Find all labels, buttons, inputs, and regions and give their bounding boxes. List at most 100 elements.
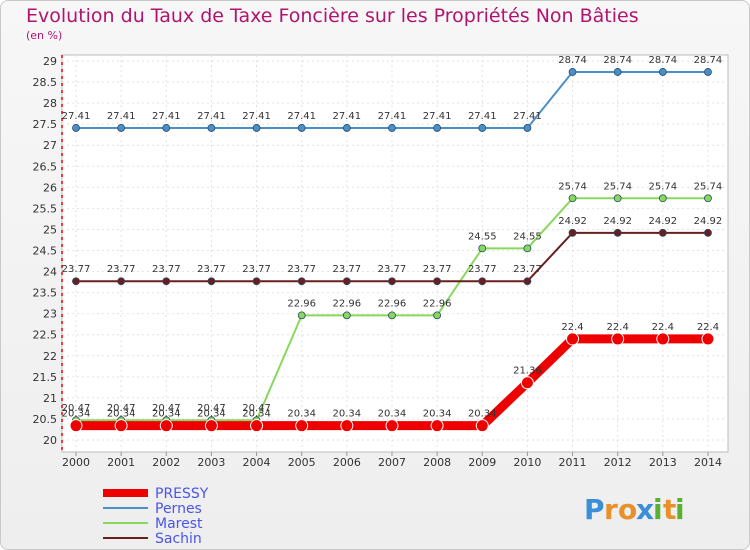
data-label-sachin: 23.77 [242, 264, 271, 275]
chart-title: Evolution du Taux de Taxe Foncière sur l… [26, 5, 639, 27]
data-label-sachin: 23.77 [423, 264, 452, 275]
data-label-pernes: 27.41 [287, 111, 316, 122]
y-tick-label: 27.5 [33, 118, 58, 131]
data-label-pressy: 22.4 [652, 322, 674, 333]
data-label-sachin: 23.77 [333, 264, 362, 275]
data-label-sachin: 23.77 [287, 264, 316, 275]
logo-letter: x [636, 493, 654, 526]
data-point-sachin [162, 277, 171, 286]
x-tick-label: 2013 [649, 456, 677, 469]
data-point-sachin [297, 277, 306, 286]
x-tick-label: 2010 [513, 456, 541, 469]
data-label-pressy: 20.34 [333, 409, 362, 420]
data-label-pernes: 27.41 [378, 111, 407, 122]
data-point-pernes [568, 68, 577, 76]
data-label-pressy: 20.34 [287, 409, 316, 420]
data-point-pernes [162, 124, 171, 132]
x-tick-label: 2004 [243, 456, 271, 469]
logo-letter: r [604, 493, 618, 526]
data-label-pressy: 20.34 [423, 409, 452, 420]
y-tick-label: 27 [43, 139, 57, 152]
logo-letter: i [675, 493, 685, 526]
data-label-pernes: 28.74 [558, 55, 587, 66]
logo-letter: P [584, 493, 605, 526]
data-label-marest: 20.47 [197, 403, 226, 414]
data-point-marest [342, 311, 351, 320]
data-label-pernes: 27.41 [197, 111, 226, 122]
data-point-pressy [701, 332, 715, 346]
data-point-sachin [478, 277, 487, 286]
data-point-pernes [117, 124, 126, 132]
data-label-sachin: 24.92 [558, 216, 587, 227]
data-label-pressy: 20.34 [242, 409, 271, 420]
data-point-pressy [250, 419, 264, 433]
data-label-pressy: 20.34 [197, 409, 226, 420]
x-tick-label: 2003 [197, 456, 225, 469]
data-point-pressy [204, 419, 218, 433]
x-tick-label: 2001 [107, 456, 135, 469]
y-tick-label: 29 [43, 55, 57, 68]
data-point-marest [568, 194, 577, 203]
data-label-pressy: 22.4 [607, 322, 629, 333]
y-tick-label: 22 [43, 350, 57, 363]
data-label-pernes: 27.41 [468, 111, 497, 122]
legend-label-pressy: PRESSY [155, 486, 209, 502]
data-label-sachin: 23.77 [62, 264, 91, 275]
data-label-marest: 22.96 [333, 298, 362, 309]
data-label-pressy: 20.34 [62, 409, 91, 420]
data-label-marest: 20.47 [242, 403, 271, 414]
legend-label-sachin: Sachin [155, 531, 202, 547]
data-label-marest: 25.74 [648, 181, 677, 192]
y-tick-label: 20.5 [33, 413, 58, 426]
x-tick-label: 2005 [288, 456, 316, 469]
data-point-pressy [69, 419, 83, 433]
data-point-pernes [523, 124, 532, 132]
data-label-marest: 22.96 [287, 298, 316, 309]
logo-letter: t [663, 493, 676, 526]
data-label-pressy: 20.34 [468, 409, 497, 420]
data-point-pressy [114, 419, 128, 433]
logo-letter: i [653, 493, 663, 526]
data-point-sachin [117, 277, 126, 286]
data-point-pernes [297, 124, 306, 132]
data-label-sachin: 23.77 [152, 264, 181, 275]
data-label-pernes: 27.41 [62, 111, 91, 122]
data-point-marest [478, 244, 487, 253]
data-label-marest: 20.47 [152, 403, 181, 414]
data-point-sachin [433, 277, 442, 286]
y-tick-label: 20 [43, 434, 57, 447]
data-label-sachin: 24.92 [694, 216, 723, 227]
x-tick-label: 2014 [694, 456, 722, 469]
data-point-pernes [704, 68, 712, 76]
legend-label-marest: Marest [155, 516, 203, 532]
data-point-marest [523, 244, 532, 253]
x-tick-label: 2006 [333, 456, 361, 469]
data-point-sachin [72, 277, 80, 286]
data-label-sachin: 23.77 [107, 264, 136, 275]
data-point-pressy [159, 419, 173, 433]
data-point-pressy [566, 332, 580, 346]
data-point-pressy [520, 376, 534, 390]
y-tick-label: 25.5 [33, 202, 58, 215]
data-point-sachin [568, 228, 577, 237]
x-tick-label: 2012 [604, 456, 632, 469]
data-point-marest [704, 194, 712, 203]
x-tick-label: 2011 [559, 456, 587, 469]
data-label-marest: 20.47 [107, 403, 136, 414]
data-point-sachin [342, 277, 351, 286]
data-point-pernes [433, 124, 442, 132]
data-point-marest [297, 311, 306, 320]
data-label-pernes: 27.41 [107, 111, 136, 122]
data-point-pressy [430, 419, 444, 433]
y-tick-label: 21 [43, 392, 57, 405]
y-tick-label: 24 [43, 266, 57, 279]
data-label-marest: 25.74 [558, 181, 587, 192]
data-point-marest [658, 194, 667, 203]
data-point-sachin [388, 277, 396, 286]
logo-letter: o [618, 493, 637, 526]
y-tick-label: 28 [43, 97, 57, 110]
y-tick-label: 28.5 [33, 76, 58, 89]
chart-subtitle: (en %) [26, 29, 62, 42]
